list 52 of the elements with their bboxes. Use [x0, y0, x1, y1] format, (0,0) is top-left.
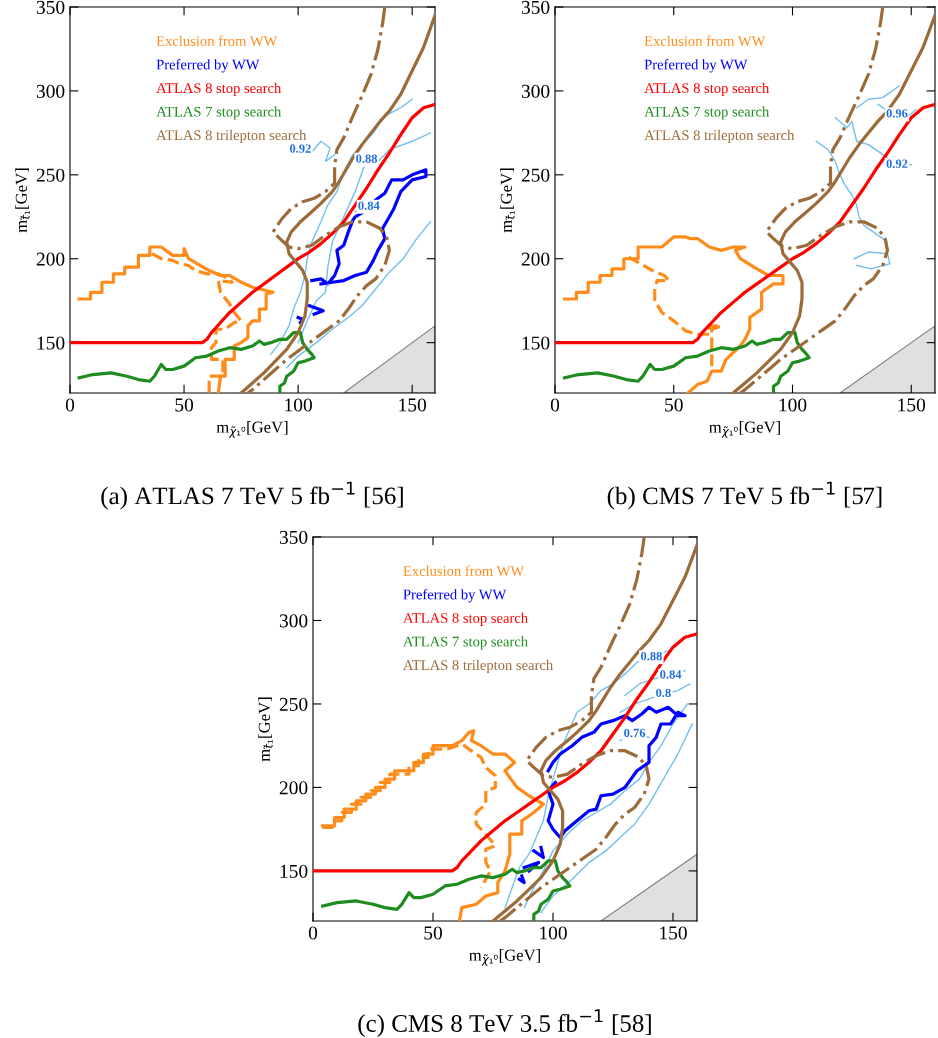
x-tick-label: 50 — [424, 926, 442, 940]
text: Exclusion from WW — [156, 35, 278, 46]
x-tick-label: 0 — [308, 926, 318, 940]
text: ATLAS 8 stop search — [403, 612, 528, 626]
text: ATLAS 8 stop search — [644, 82, 770, 97]
x-tick-label: 100 — [540, 926, 567, 940]
x-tick-label: 150 — [399, 398, 427, 412]
x-axis-title: m$_{χ̃₁⁰}$[GeV] — [469, 949, 540, 966]
legend-label: Preferred by WW — [644, 59, 748, 73]
x-axis-title: m$_{χ̃₁⁰}$[GeV] — [709, 421, 780, 438]
text: ATLAS 7 stop search — [156, 106, 282, 120]
y-tick-label: 150 — [37, 336, 65, 350]
text: (a) ATLAS 7 TeV 5 fb$^{−1}$ [56] — [101, 481, 403, 510]
text: ATLAS 8 trilepton search — [644, 129, 795, 144]
text: ATLAS 8 trilepton search — [403, 659, 553, 673]
x-tick-label: 0 — [65, 398, 75, 412]
y-tick-label: 250 — [279, 697, 308, 711]
y-tick-label: 150 — [522, 336, 550, 350]
y-tick-label: 200 — [36, 252, 65, 266]
x-tick-label: 150 — [898, 398, 926, 412]
text: Exclusion from WW — [644, 35, 766, 46]
y-tick-label: 350 — [279, 530, 308, 544]
text: ATLAS 7 stop search — [403, 636, 528, 650]
y-tick-label: 250 — [36, 168, 65, 182]
x-tick-label: 0 — [550, 398, 560, 412]
x-tick-label: 100 — [285, 398, 312, 412]
text: ATLAS 8 trilepton search — [156, 129, 307, 144]
y-tick-label: 300 — [279, 614, 308, 628]
x-tick-label: 100 — [779, 398, 807, 412]
y-tick-label: 300 — [36, 84, 65, 98]
text: ATLAS 8 stop search — [156, 82, 282, 97]
text: ATLAS 7 stop search — [644, 106, 770, 120]
y-tick-label: 350 — [36, 0, 65, 14]
x-axis-title: m$_{χ̃₁⁰}$[GeV] — [216, 421, 288, 438]
y-tick-label: 300 — [521, 84, 550, 98]
y-tick-label: 150 — [280, 864, 308, 878]
y-tick-label: 350 — [521, 0, 550, 14]
x-tick-label: 50 — [665, 398, 683, 412]
text: (c) CMS 8 TeV 3.5 fb$^{−1}$ [58] — [358, 1009, 651, 1037]
x-tick-label: 150 — [660, 926, 687, 940]
x-tick-label: 50 — [175, 398, 194, 412]
text: Preferred by WW — [156, 59, 260, 73]
y-axis-title: m$_{t̃₁}$[GeV] — [15, 168, 30, 233]
y-tick-label: 200 — [279, 781, 308, 795]
y-axis-title: m$_{t̃₁}$[GeV] — [258, 697, 273, 762]
text: Preferred by WW — [403, 589, 507, 603]
y-tick-label: 200 — [521, 252, 550, 266]
annotation: 0.8 — [656, 688, 671, 698]
text: Exclusion from WW — [403, 565, 525, 576]
y-tick-label: 250 — [521, 168, 550, 182]
text: (b) CMS 7 TeV 5 fb$^{−1}$ [57] — [607, 481, 882, 510]
y-axis-title: m$_{t̃₁}$[GeV] — [500, 168, 515, 233]
